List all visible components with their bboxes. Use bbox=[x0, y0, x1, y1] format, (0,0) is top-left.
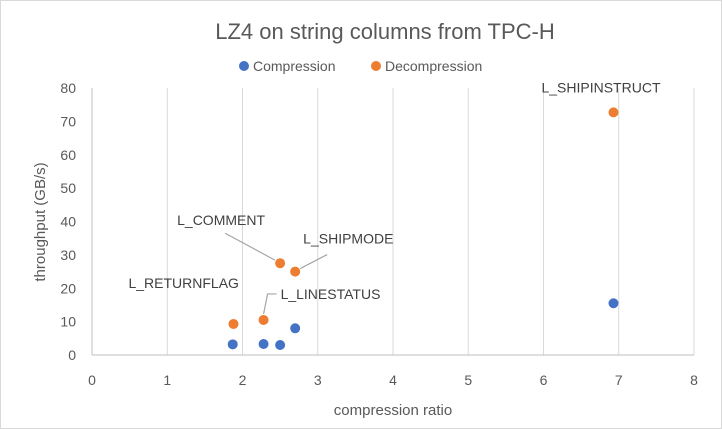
annotation-l-returnflag: L_RETURNFLAG bbox=[128, 275, 238, 291]
y-tick-label: 20 bbox=[60, 280, 76, 296]
data-point-compression bbox=[258, 338, 269, 349]
x-tick-label: 1 bbox=[163, 372, 171, 388]
x-tick-label: 6 bbox=[540, 372, 548, 388]
annotation-l-shipmode: L_SHIPMODE bbox=[303, 231, 393, 247]
x-axis-label: compression ratio bbox=[334, 402, 452, 419]
x-tick-label: 3 bbox=[314, 372, 322, 388]
data-points bbox=[227, 107, 619, 350]
x-tick-label: 5 bbox=[464, 372, 472, 388]
data-point-compression bbox=[608, 298, 619, 309]
data-point-decompression bbox=[228, 318, 239, 329]
y-tick-label: 50 bbox=[60, 180, 76, 196]
y-tick-label: 70 bbox=[60, 113, 76, 129]
y-tick-label: 0 bbox=[68, 347, 76, 363]
legend-label-compression: Compression bbox=[253, 58, 335, 74]
y-tick-label: 80 bbox=[60, 80, 76, 96]
y-tick-label: 30 bbox=[60, 247, 76, 263]
data-point-compression bbox=[275, 339, 286, 350]
data-point-compression bbox=[290, 323, 301, 334]
leader-lines bbox=[224, 232, 328, 315]
legend-marker-decompression bbox=[371, 61, 381, 71]
y-tick-label: 60 bbox=[60, 147, 76, 163]
y-tick-label: 40 bbox=[60, 214, 76, 230]
y-axis-label: throughput (GB/s) bbox=[32, 162, 49, 281]
legend-marker-compression bbox=[239, 61, 249, 71]
annotation-l-comment: L_COMMENT bbox=[177, 212, 265, 228]
chart-title: LZ4 on string columns from TPC-H bbox=[215, 19, 554, 44]
gridlines bbox=[166, 88, 695, 355]
data-point-decompression bbox=[290, 266, 301, 277]
data-point-decompression bbox=[275, 258, 286, 269]
point-labels: L_RETURNFLAG L_LINESTATUS L_COMMENT L_SHIPM… bbox=[128, 79, 660, 302]
annotation-l-linestatus: L_LINESTATUS bbox=[281, 286, 381, 302]
data-point-decompression bbox=[258, 314, 269, 325]
y-tick-label: 10 bbox=[60, 314, 76, 330]
legend-label-decompression: Decompression bbox=[385, 58, 482, 74]
x-tick-label: 2 bbox=[239, 372, 247, 388]
x-tick-label: 8 bbox=[690, 372, 698, 388]
data-point-compression bbox=[227, 339, 238, 350]
x-tick-label: 7 bbox=[615, 372, 623, 388]
x-tick-label: 4 bbox=[389, 372, 397, 388]
leader-line bbox=[262, 293, 277, 315]
annotation-l-shipinstruct: L_SHIPINSTRUCT bbox=[541, 79, 660, 95]
leader-line bbox=[299, 254, 328, 270]
data-point-decompression bbox=[608, 107, 619, 118]
legend: Compression Decompression bbox=[239, 58, 482, 74]
leader-line bbox=[224, 232, 276, 261]
x-tick-label: 0 bbox=[88, 372, 96, 388]
